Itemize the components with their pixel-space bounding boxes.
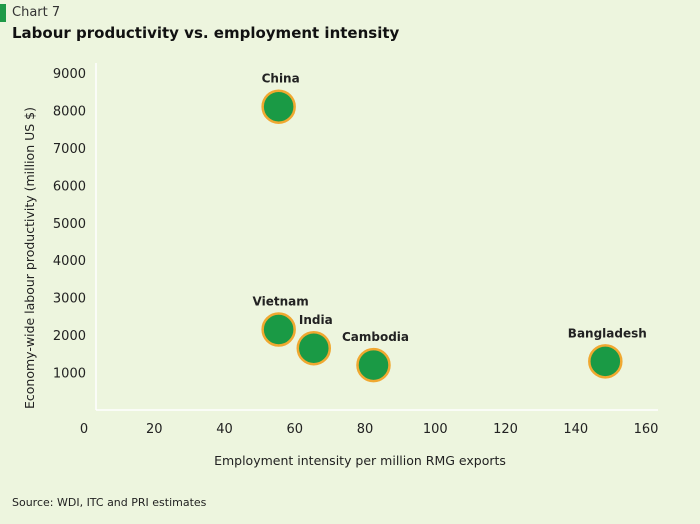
- y-tick-label: 7000: [53, 142, 86, 157]
- x-tick-label: 120: [493, 422, 518, 437]
- y-tick-label: 4000: [53, 254, 86, 269]
- y-tick-label: 5000: [53, 217, 86, 232]
- source-note: Source: WDI, ITC and PRI estimates: [12, 496, 207, 509]
- data-point-cambodia: [356, 347, 391, 383]
- y-tick-label: 3000: [53, 292, 86, 307]
- point-label-india: India: [299, 313, 333, 327]
- y-tick-label: 1000: [53, 367, 86, 382]
- x-axis-title: Employment intensity per million RMG exp…: [214, 453, 506, 468]
- point-label-cambodia: Cambodia: [342, 330, 409, 344]
- data-point-india: [296, 330, 332, 366]
- x-tick-label: 20: [146, 422, 163, 437]
- accent-bar: [0, 4, 6, 22]
- x-tick-label: 60: [286, 422, 303, 437]
- y-tick-label: 2000: [53, 329, 86, 344]
- x-tick-label: 40: [216, 422, 233, 437]
- data-point-vietnam: [261, 312, 296, 347]
- point-label-bangladesh: Bangladesh: [568, 326, 647, 340]
- y-tick-label: 8000: [53, 104, 86, 119]
- point-label-vietnam: Vietnam: [253, 294, 309, 308]
- point-label-china: China: [262, 72, 300, 86]
- y-tick-label: 6000: [53, 179, 86, 194]
- x-tick-label: 0: [80, 422, 88, 437]
- y-tick-label: 9000: [53, 67, 86, 82]
- x-tick-label: 100: [423, 422, 448, 437]
- x-tick-label: 160: [634, 422, 659, 437]
- chart-number: Chart 7: [12, 5, 61, 20]
- x-tick-label: 80: [357, 422, 374, 437]
- y-axis-title: Economy-wide labour productivity (millio…: [22, 107, 37, 409]
- data-point-bangladesh: [588, 344, 623, 379]
- chart-title: Labour productivity vs. employment inten…: [12, 24, 400, 42]
- x-tick-label: 140: [563, 422, 588, 437]
- data-point-china: [261, 89, 296, 124]
